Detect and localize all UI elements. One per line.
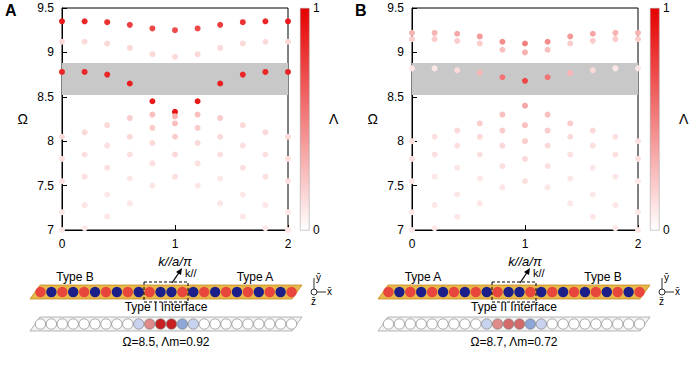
svg-text:Type I Interface: Type I Interface: [125, 300, 208, 314]
svg-text:Ω: Ω: [18, 111, 28, 127]
svg-text:0: 0: [663, 223, 670, 237]
svg-text:0: 0: [409, 237, 416, 251]
svg-text:x̄: x̄: [327, 286, 332, 297]
svg-text:0: 0: [313, 223, 320, 237]
svg-text:Type A: Type A: [237, 270, 274, 284]
svg-text:k//: k//: [185, 267, 198, 279]
svg-text:A: A: [5, 2, 17, 19]
svg-text:z̄: z̄: [659, 296, 664, 307]
svg-text:Λ: Λ: [329, 111, 339, 127]
svg-text:8: 8: [397, 134, 404, 148]
svg-text:k//a/π: k//a/π: [158, 254, 192, 269]
svg-text:9: 9: [397, 45, 404, 59]
svg-text:k//: k//: [533, 267, 546, 279]
svg-text:9: 9: [47, 45, 54, 59]
svg-text:x̄: x̄: [675, 286, 680, 297]
svg-text:z̄: z̄: [311, 296, 316, 307]
svg-text:Type II Interface: Type II Interface: [471, 300, 557, 314]
svg-text:k//a/π: k//a/π: [508, 254, 542, 269]
svg-text:7.5: 7.5: [37, 179, 54, 193]
svg-text:Type B: Type B: [584, 270, 621, 284]
svg-text:8.5: 8.5: [387, 90, 404, 104]
svg-text:2: 2: [635, 237, 642, 251]
svg-text:0: 0: [59, 237, 66, 251]
svg-text:ȳ: ȳ: [664, 272, 669, 283]
svg-text:2: 2: [285, 237, 292, 251]
svg-text:Ω=8.7, Λm=0.72: Ω=8.7, Λm=0.72: [470, 335, 557, 349]
svg-text:1: 1: [172, 237, 179, 251]
svg-text:Ω: Ω: [368, 111, 378, 127]
svg-text:B: B: [355, 2, 367, 19]
svg-text:Type A: Type A: [405, 270, 442, 284]
svg-text:1: 1: [313, 1, 320, 15]
svg-text:1: 1: [663, 1, 670, 15]
svg-text:Λ: Λ: [679, 111, 689, 127]
svg-text:7: 7: [397, 223, 404, 237]
svg-text:8: 8: [47, 134, 54, 148]
svg-text:7.5: 7.5: [387, 179, 404, 193]
svg-text:9.5: 9.5: [37, 1, 54, 15]
svg-text:Type B: Type B: [56, 270, 93, 284]
svg-text:ȳ: ȳ: [316, 272, 321, 283]
svg-text:8.5: 8.5: [37, 90, 54, 104]
svg-text:Ω=8.5, Λm=0.92: Ω=8.5, Λm=0.92: [122, 335, 209, 349]
svg-text:1: 1: [522, 237, 529, 251]
svg-text:9.5: 9.5: [387, 1, 404, 15]
svg-text:7: 7: [47, 223, 54, 237]
